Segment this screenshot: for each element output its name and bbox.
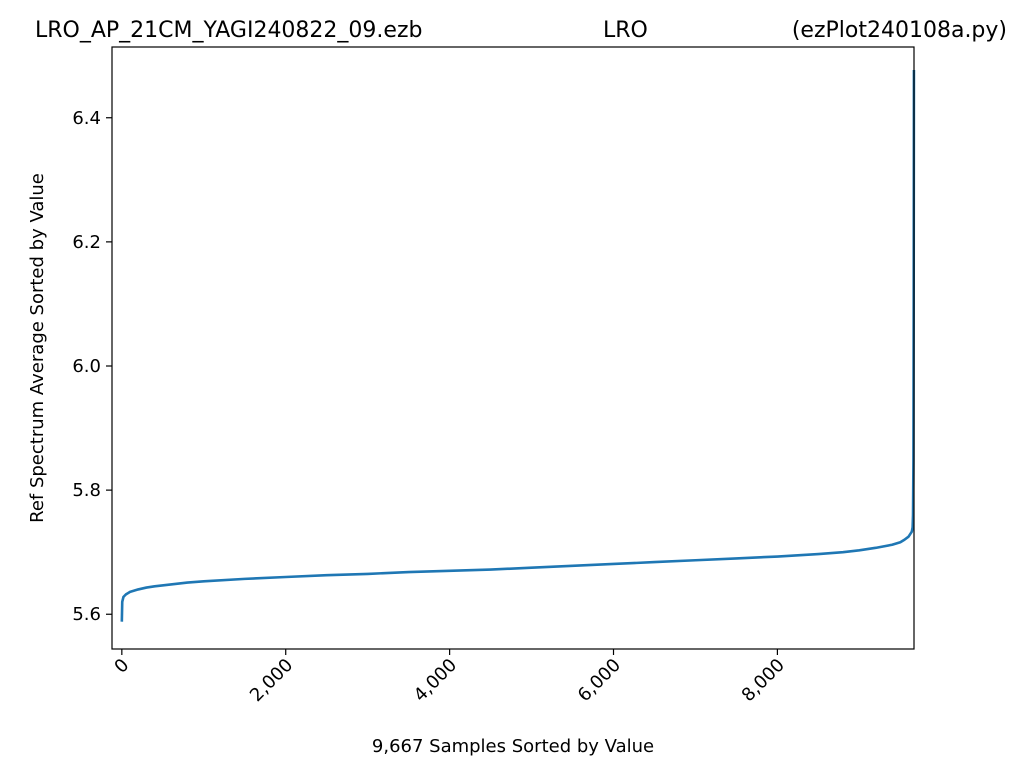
plot-area: [120, 69, 916, 622]
y-tick-label: 5.6: [72, 604, 101, 625]
axes-frame: [111, 46, 915, 650]
title-script: (ezPlot240108a.py): [792, 18, 1007, 43]
x-axis-label: 9,667 Samples Sorted by Value: [372, 736, 654, 757]
y-axis-label: Ref Spectrum Average Sorted by Value: [27, 173, 48, 523]
y-tick-label: 6.4: [72, 108, 101, 129]
y-tick-label: 5.8: [72, 480, 101, 501]
y-tick-label: 6.2: [72, 232, 101, 253]
y-tick-label: 6.0: [72, 356, 101, 377]
title-filename: LRO_AP_21CM_YAGI240822_09.ezb: [35, 18, 422, 43]
y-axis: 5.6 5.8 6.0 6.2 6.4: [72, 108, 112, 625]
title-station: LRO: [603, 18, 648, 43]
series-line-0: [120, 69, 916, 622]
